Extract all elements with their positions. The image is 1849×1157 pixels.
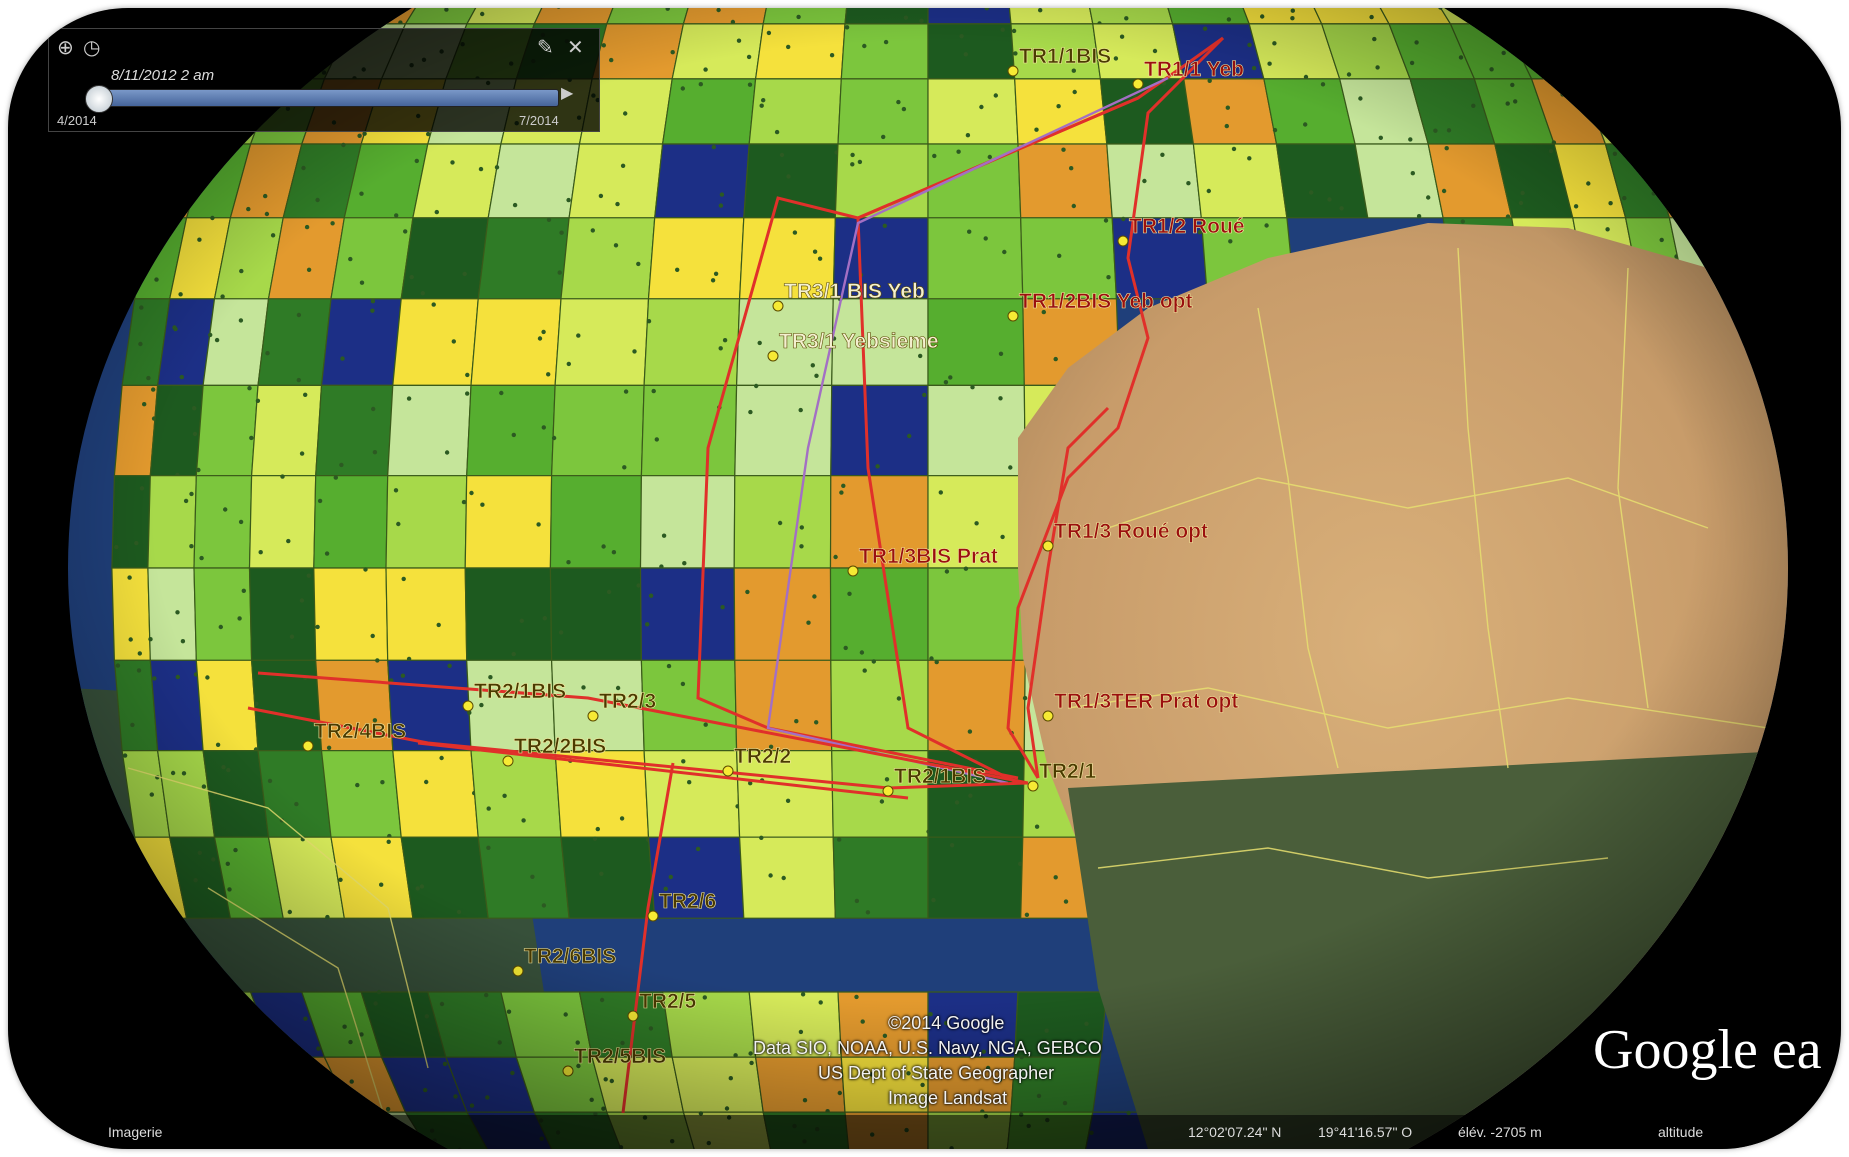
globe-map[interactable]: TR1/1BISTR1/1 YebTR1/2 RouéTR3/1 BIS Yeb… xyxy=(8,8,1841,1149)
observation-dot xyxy=(1510,29,1516,34)
observation-dot xyxy=(228,1101,234,1106)
observation-dot xyxy=(319,1103,324,1109)
play-icon[interactable]: ▶ xyxy=(561,83,574,102)
zoom-icon[interactable]: ⊕ xyxy=(57,35,74,59)
grid-cell xyxy=(232,8,301,25)
grid-cell xyxy=(1518,8,1593,25)
wrench-icon[interactable]: ✎ xyxy=(537,35,554,59)
grid-cell xyxy=(173,991,235,1058)
attribution-line-4: Image Landsat xyxy=(888,1088,1008,1108)
grid-cell xyxy=(200,1056,266,1113)
google-earth-logo: Google ea xyxy=(1593,1019,1822,1081)
status-longitude: 19°41'16.57" O xyxy=(1318,1124,1413,1140)
slider-current-date: 8/11/2012 2 am xyxy=(111,67,215,84)
grid-cell xyxy=(1555,8,1624,25)
time-slider[interactable]: ⊕ ◷ ✎ ✕ 8/11/2012 2 am ▶ 4/2014 7/2014 xyxy=(48,28,600,132)
slider-thumb[interactable] xyxy=(85,85,113,113)
observation-dot xyxy=(1656,164,1661,170)
observation-dot xyxy=(233,1087,239,1092)
observation-dot xyxy=(1640,77,1646,82)
observation-dot xyxy=(1604,35,1609,40)
observation-dot xyxy=(272,1086,277,1091)
attribution-line-1: ©2014 Google xyxy=(888,1013,1005,1033)
observation-dot xyxy=(157,239,162,244)
grid-cell xyxy=(232,1056,305,1113)
status-elevation: élév. -2705 m xyxy=(1458,1124,1542,1140)
observation-dot xyxy=(168,158,173,163)
grid-cell xyxy=(1590,23,1656,80)
clock-icon[interactable]: ◷ xyxy=(83,35,101,59)
status-latitude: 12°02'07.24" N xyxy=(1188,1124,1282,1140)
observation-dot xyxy=(1575,9,1581,14)
status-imagery: Imagerie xyxy=(108,1124,163,1140)
observation-dot xyxy=(1587,16,1593,21)
observation-dot xyxy=(227,1035,232,1040)
observation-dot xyxy=(1496,11,1501,16)
observation-dot xyxy=(229,150,234,155)
observation-dot xyxy=(1601,41,1607,46)
observation-dot xyxy=(1629,75,1635,80)
observation-dot xyxy=(1665,187,1671,192)
close-icon[interactable]: ✕ xyxy=(567,35,584,59)
status-bar: Imagerie 12°02'07.24" N 19°41'16.57" O é… xyxy=(8,1115,1841,1149)
observation-dot xyxy=(280,12,285,17)
slider-range-end: 7/2014 xyxy=(519,113,559,128)
attribution-line-3: US Dept of State Geographer xyxy=(818,1063,1055,1083)
observation-dot xyxy=(1579,70,1584,75)
globe-shading xyxy=(68,8,1788,1149)
observation-dot xyxy=(295,1077,300,1082)
observation-dot xyxy=(169,912,175,918)
observation-dot xyxy=(1679,208,1684,213)
observation-dot xyxy=(199,178,204,183)
slider-track[interactable] xyxy=(87,89,559,107)
observation-dot xyxy=(1624,77,1629,82)
observation-dot xyxy=(224,1016,230,1022)
observation-dot xyxy=(320,1109,326,1115)
grid-cell xyxy=(302,8,382,25)
observation-dot xyxy=(165,915,171,920)
observation-dot xyxy=(359,1097,365,1102)
observation-dot xyxy=(1596,46,1602,51)
observation-dot xyxy=(1565,92,1571,98)
observation-dot xyxy=(1615,131,1621,136)
observation-dot xyxy=(152,225,157,230)
observation-dot xyxy=(1700,225,1705,230)
observation-dot xyxy=(205,142,210,148)
observation-dot xyxy=(1458,12,1463,17)
observation-dot xyxy=(1666,133,1671,138)
observation-dot xyxy=(1599,46,1604,51)
observation-dot xyxy=(230,1052,235,1058)
observation-dot xyxy=(206,176,211,182)
observation-dot xyxy=(1545,72,1550,77)
observation-dot xyxy=(287,1103,293,1108)
observation-dot xyxy=(1623,117,1629,123)
observation-dot xyxy=(262,1083,268,1089)
observation-dot xyxy=(205,1059,211,1065)
grid-cell xyxy=(263,8,338,25)
status-altitude: altitude xyxy=(1658,1124,1704,1140)
grid-cell xyxy=(1621,78,1683,145)
observation-dot xyxy=(322,8,327,12)
observation-dot xyxy=(272,1037,277,1042)
observation-dot xyxy=(172,163,177,168)
observation-dot xyxy=(1542,42,1547,48)
observation-dot xyxy=(245,1029,251,1034)
observation-dot xyxy=(150,891,155,896)
observation-dot xyxy=(218,1022,223,1028)
map-viewport[interactable]: TR1/1BISTR1/1 YebTR1/2 RouéTR3/1 BIS Yeb… xyxy=(8,8,1841,1149)
observation-dot xyxy=(1623,92,1628,97)
grid-cell xyxy=(1474,8,1554,25)
slider-range-start: 4/2014 xyxy=(57,113,97,128)
grid-cell xyxy=(1551,23,1624,80)
observation-dot xyxy=(204,1000,210,1005)
attribution-line-2: Data SIO, NOAA, U.S. Navy, NGA, GEBCO xyxy=(753,1038,1102,1058)
observation-dot xyxy=(1482,28,1487,33)
